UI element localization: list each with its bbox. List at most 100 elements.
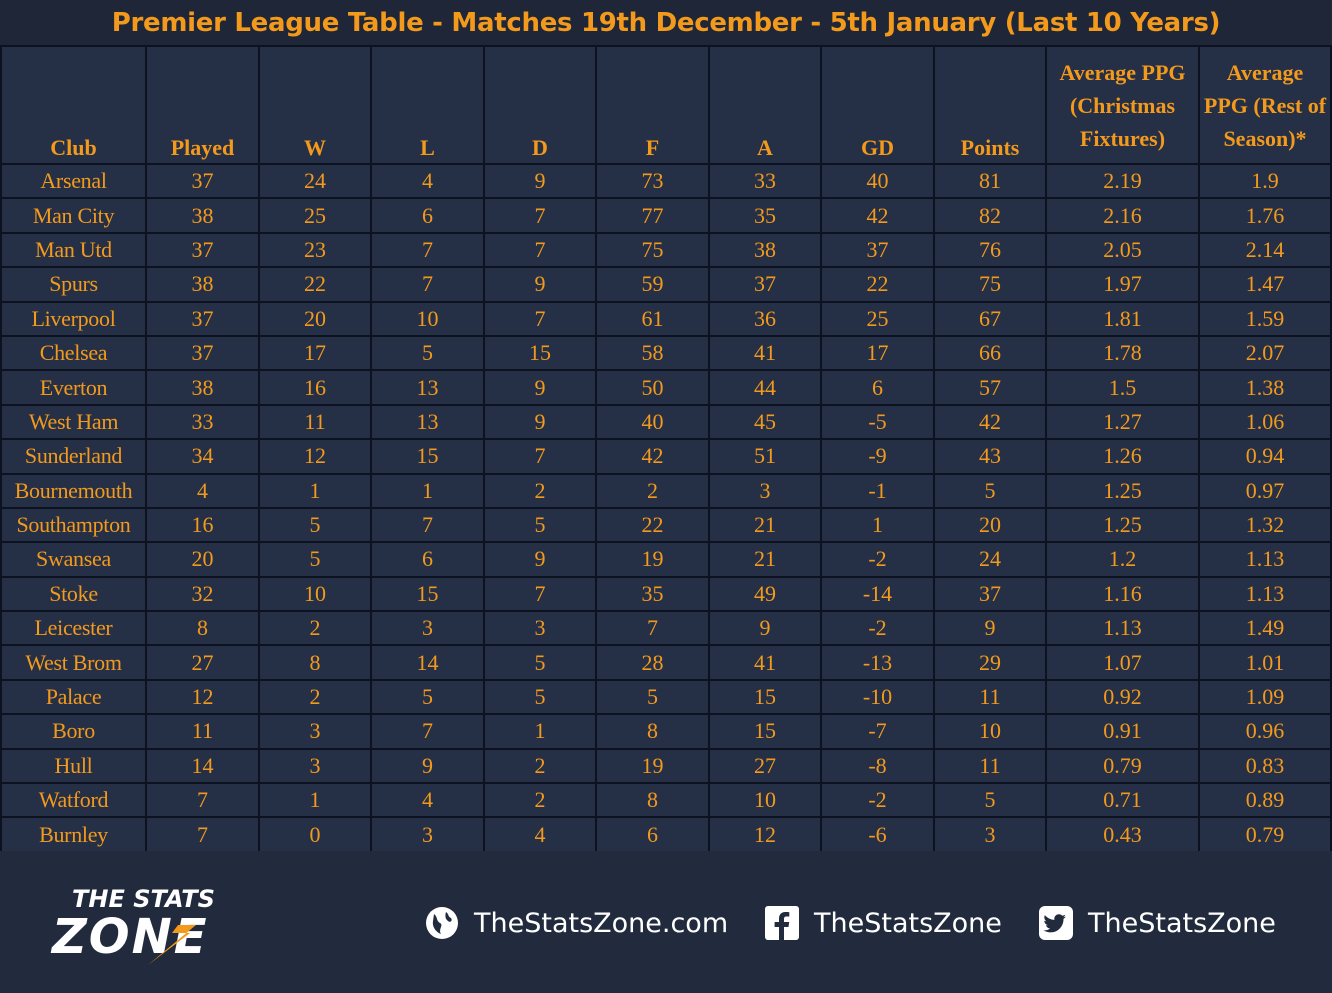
cell-goals-against: 37	[708, 266, 822, 303]
cell-points: 3	[933, 816, 1047, 853]
cell-draws: 5	[483, 644, 597, 681]
cell-goals-against: 21	[708, 506, 822, 544]
cell-goals-for: 22	[595, 506, 710, 544]
cell-goal-difference: -5	[820, 403, 935, 441]
cell-goals-against: 15	[708, 678, 822, 716]
cell-ppg-rest: 1.32	[1198, 506, 1332, 544]
league-table: Club Played W L D F A GD Points Average …	[0, 45, 1332, 853]
facebook-link[interactable]: TheStatsZone	[764, 903, 1002, 943]
table-row: Palace 12 2 5 5 5 15 -10 11 0.92 1.09	[0, 678, 1332, 716]
cell-wins: 16	[258, 369, 372, 406]
cell-goal-difference: 22	[820, 266, 935, 303]
cell-losses: 13	[370, 403, 485, 441]
cell-wins: 2	[258, 610, 372, 647]
cell-losses: 9	[370, 747, 485, 785]
cell-played: 12	[145, 678, 260, 716]
cell-goals-against: 41	[708, 334, 822, 372]
league-table-container: Club Played W L D F A GD Points Average …	[0, 45, 1332, 853]
cell-club: Stoke	[0, 575, 147, 613]
cell-played: 11	[145, 713, 260, 750]
header-goal-difference: GD	[820, 45, 935, 165]
cell-played: 7	[145, 782, 260, 819]
cell-losses: 7	[370, 713, 485, 750]
cell-points: 5	[933, 472, 1047, 509]
cell-ppg-christmas: 1.81	[1045, 300, 1200, 337]
cell-draws: 7	[483, 438, 597, 475]
cell-points: 11	[933, 678, 1047, 716]
cell-losses: 5	[370, 334, 485, 372]
cell-draws: 15	[483, 334, 597, 372]
cell-points: 75	[933, 266, 1047, 303]
cell-wins: 12	[258, 438, 372, 475]
cell-played: 37	[145, 334, 260, 372]
cell-ppg-christmas: 0.79	[1045, 747, 1200, 785]
cell-ppg-rest: 0.96	[1198, 713, 1332, 750]
cell-wins: 5	[258, 506, 372, 544]
cell-points: 76	[933, 231, 1047, 269]
globe-icon	[424, 905, 460, 941]
cell-draws: 2	[483, 747, 597, 785]
cell-losses: 6	[370, 197, 485, 234]
footer: THE STATS ZONE	[0, 851, 1332, 993]
header-points: Points	[933, 45, 1047, 165]
cell-played: 27	[145, 644, 260, 681]
cell-goal-difference: -1	[820, 472, 935, 509]
facebook-text: TheStatsZone	[814, 907, 1002, 939]
cell-ppg-rest: 1.06	[1198, 403, 1332, 441]
table-row: West Ham 33 11 13 9 40 45 -5 42 1.27 1.06	[0, 403, 1332, 441]
cell-club: Liverpool	[0, 300, 147, 337]
cell-goal-difference: 37	[820, 231, 935, 269]
cell-club: Man Utd	[0, 231, 147, 269]
cell-points: 67	[933, 300, 1047, 337]
cell-played: 14	[145, 747, 260, 785]
cell-points: 9	[933, 610, 1047, 647]
cell-losses: 7	[370, 506, 485, 544]
table-row: Spurs 38 22 7 9 59 37 22 75 1.97 1.47	[0, 266, 1332, 303]
twitter-link[interactable]: TheStatsZone	[1038, 903, 1276, 943]
cell-draws: 7	[483, 575, 597, 613]
cell-ppg-christmas: 1.2	[1045, 541, 1200, 578]
cell-losses: 5	[370, 678, 485, 716]
cell-wins: 10	[258, 575, 372, 613]
cell-wins: 24	[258, 162, 372, 200]
cell-goals-against: 51	[708, 438, 822, 475]
cell-goals-against: 35	[708, 197, 822, 234]
cell-played: 4	[145, 472, 260, 509]
stats-zone-logo: THE STATS ZONE	[50, 885, 215, 965]
cell-ppg-christmas: 0.71	[1045, 782, 1200, 819]
cell-wins: 3	[258, 747, 372, 785]
cell-draws: 7	[483, 197, 597, 234]
cell-goals-for: 28	[595, 644, 710, 681]
cell-goals-against: 49	[708, 575, 822, 613]
cell-goals-for: 61	[595, 300, 710, 337]
cell-played: 34	[145, 438, 260, 475]
website-link[interactable]: TheStatsZone.com	[424, 903, 728, 943]
cell-goal-difference: 17	[820, 334, 935, 372]
cell-losses: 7	[370, 231, 485, 269]
cell-points: 20	[933, 506, 1047, 544]
cell-wins: 5	[258, 541, 372, 578]
cell-losses: 4	[370, 782, 485, 819]
cell-goals-for: 2	[595, 472, 710, 509]
header-ppg-christmas: Average PPG (Christmas Fixtures)	[1045, 45, 1200, 165]
cell-draws: 9	[483, 369, 597, 406]
cell-wins: 1	[258, 472, 372, 509]
cell-goal-difference: -14	[820, 575, 935, 613]
cell-ppg-rest: 1.76	[1198, 197, 1332, 234]
cell-goals-against: 10	[708, 782, 822, 819]
cell-draws: 2	[483, 472, 597, 509]
table-row: Southampton 16 5 7 5 22 21 1 20 1.25 1.32	[0, 506, 1332, 544]
cell-played: 38	[145, 266, 260, 303]
table-row: Everton 38 16 13 9 50 44 6 57 1.5 1.38	[0, 369, 1332, 406]
table-row: Hull 14 3 9 2 19 27 -8 11 0.79 0.83	[0, 747, 1332, 785]
twitter-text: TheStatsZone	[1088, 907, 1276, 939]
cell-goals-against: 12	[708, 816, 822, 853]
cell-draws: 7	[483, 231, 597, 269]
cell-goal-difference: -13	[820, 644, 935, 681]
cell-points: 82	[933, 197, 1047, 234]
cell-goals-for: 75	[595, 231, 710, 269]
cell-goal-difference: 1	[820, 506, 935, 544]
header-ppg-rest: Average PPG (Rest of Season)*	[1198, 45, 1332, 165]
table-row: Liverpool 37 20 10 7 61 36 25 67 1.81 1.59	[0, 300, 1332, 337]
cell-ppg-rest: 1.9	[1198, 162, 1332, 200]
